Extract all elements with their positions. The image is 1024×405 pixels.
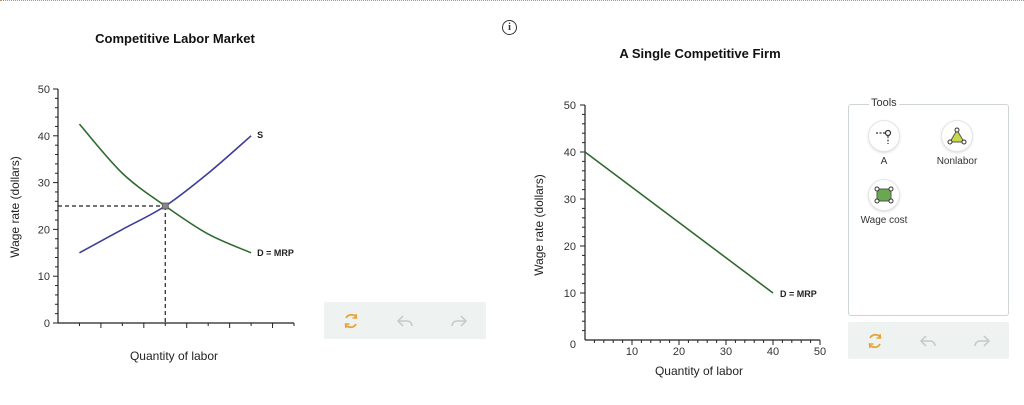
tool-label: Wage cost bbox=[860, 215, 908, 226]
x-tick-label: 20 bbox=[673, 346, 685, 358]
y-tick-label: 40 bbox=[38, 131, 50, 143]
reset-icon[interactable] bbox=[863, 329, 887, 353]
undo-icon[interactable] bbox=[393, 309, 417, 333]
x-axis-label: Quantity of labor bbox=[655, 364, 743, 378]
x-tick-label: 10 bbox=[626, 346, 638, 358]
single-competitive-firm-chart: A Single Competitive Firm Wage rate (dol… bbox=[532, 46, 826, 378]
y-tick-label: 30 bbox=[38, 178, 50, 190]
demand-label: D = MRP bbox=[780, 289, 817, 299]
tool-nonlabor[interactable]: Nonlabor bbox=[922, 121, 992, 167]
y-axis-label: Wage rate (dollars) bbox=[8, 156, 22, 258]
supply-label: S bbox=[257, 130, 263, 140]
y-tick-label: 50 bbox=[564, 100, 576, 112]
undo-icon[interactable] bbox=[916, 329, 940, 353]
graph-toolbar-left bbox=[324, 302, 486, 339]
chart-title: Competitive Labor Market bbox=[95, 31, 255, 46]
tool-label: A bbox=[880, 156, 888, 167]
y-tick-label: 50 bbox=[38, 84, 50, 96]
y-axis-label: Wage rate (dollars) bbox=[532, 174, 546, 276]
reset-icon[interactable] bbox=[339, 309, 363, 333]
demand-curve bbox=[584, 151, 774, 294]
chart-title: A Single Competitive Firm bbox=[619, 46, 780, 61]
y-tick-label: 30 bbox=[564, 194, 576, 206]
tools-panel: Tools A Nonlabor Wage cost bbox=[848, 97, 1009, 316]
origin-label: 0 bbox=[570, 339, 576, 351]
tool-wage-cost[interactable]: Wage cost bbox=[849, 180, 919, 226]
y-tick-label: 10 bbox=[564, 288, 576, 300]
x-tick-label: 30 bbox=[720, 346, 732, 358]
redo-icon[interactable] bbox=[447, 309, 471, 333]
x-tick-label: 50 bbox=[814, 346, 826, 358]
top-border bbox=[0, 0, 1024, 3]
triangle-shape-icon bbox=[942, 121, 972, 151]
info-button[interactable]: i bbox=[502, 20, 517, 35]
redo-icon[interactable] bbox=[970, 329, 994, 353]
demand-curve bbox=[78, 123, 252, 254]
equilibrium-point bbox=[161, 202, 169, 210]
tool-point-a[interactable]: A bbox=[849, 121, 919, 167]
square-shape-icon bbox=[869, 180, 899, 210]
x-tick-label: 40 bbox=[767, 346, 779, 358]
demand-label: D = MRP bbox=[257, 248, 294, 258]
point-marker-icon bbox=[869, 121, 899, 151]
y-tick-label: 20 bbox=[38, 224, 50, 236]
tool-label: Nonlabor bbox=[936, 156, 978, 167]
x-axis-label: Quantity of labor bbox=[130, 349, 218, 363]
y-tick-label: 0 bbox=[44, 318, 50, 330]
graph-toolbar-right bbox=[848, 322, 1009, 359]
y-tick-label: 40 bbox=[564, 147, 576, 159]
y-tick-label: 10 bbox=[38, 271, 50, 283]
tools-title: Tools bbox=[869, 97, 899, 109]
competitive-labor-market-chart: Competitive Labor Market Wage rate (doll… bbox=[8, 31, 295, 363]
y-tick-label: 20 bbox=[564, 241, 576, 253]
